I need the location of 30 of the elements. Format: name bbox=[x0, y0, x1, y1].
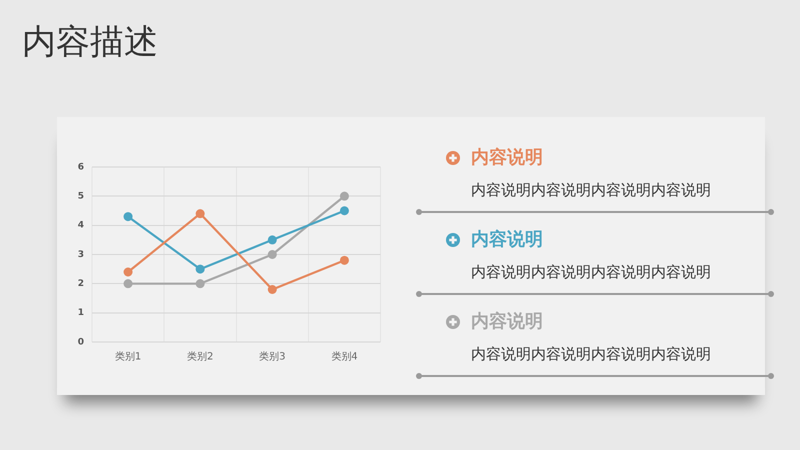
chart-title: 内容描述 bbox=[22, 21, 158, 64]
x-tick-label: 类别4 bbox=[331, 350, 358, 363]
y-tick-label: 0 bbox=[78, 337, 84, 348]
y-tick-label: 6 bbox=[78, 162, 84, 172]
point bbox=[124, 212, 133, 222]
x-tick-label: 类别1 bbox=[114, 350, 142, 363]
text: 内容说明 bbox=[471, 228, 543, 252]
point bbox=[196, 279, 205, 288]
point bbox=[196, 264, 205, 274]
x-tick-label: 类别2 bbox=[187, 350, 214, 363]
point bbox=[124, 268, 133, 276]
text: 内容说明内容说明内容说明内容说明 bbox=[471, 180, 711, 200]
point bbox=[268, 250, 277, 259]
text: 内容说明 bbox=[471, 310, 543, 334]
point bbox=[268, 285, 277, 294]
y-tick-label: 2 bbox=[78, 279, 84, 290]
point bbox=[268, 235, 277, 244]
point bbox=[196, 209, 205, 218]
point bbox=[340, 206, 349, 216]
point bbox=[340, 256, 349, 265]
point bbox=[340, 192, 349, 201]
y-tick-label: 1 bbox=[78, 308, 84, 318]
text: 内容说明内容说明内容说明内容说明 bbox=[471, 344, 711, 364]
text: 内容说明 bbox=[471, 146, 543, 170]
point bbox=[124, 279, 133, 288]
y-tick-label: 3 bbox=[78, 250, 84, 260]
y-tick-label: 5 bbox=[78, 192, 84, 202]
x-tick-label: 类别3 bbox=[259, 350, 286, 363]
text: 内容说明内容说明内容说明内容说明 bbox=[471, 262, 711, 282]
y-tick-label: 4 bbox=[78, 220, 84, 231]
